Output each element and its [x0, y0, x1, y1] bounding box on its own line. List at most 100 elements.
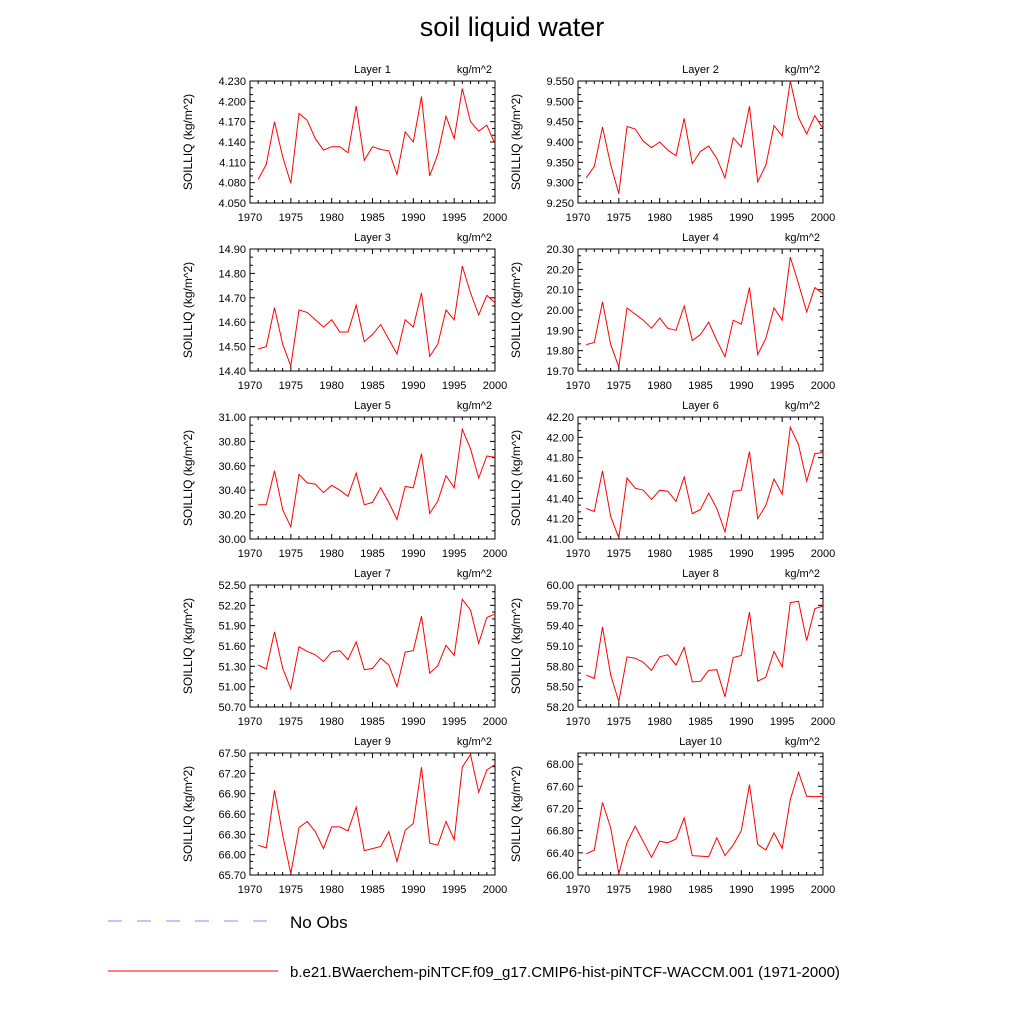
- x-tick-label: 1985: [360, 380, 384, 392]
- y-axis-label: SOILLIQ (kg/m^2): [181, 430, 195, 526]
- y-tick-label: 67.50: [218, 748, 246, 760]
- y-tick-label: 14.40: [218, 366, 246, 378]
- x-tick-label: 1980: [319, 884, 343, 896]
- y-tick-label: 4.170: [218, 117, 246, 129]
- panel-title: Layer 5: [354, 400, 391, 412]
- y-tick-label: 66.80: [546, 826, 574, 838]
- y-tick-label: 67.60: [546, 781, 574, 793]
- y-axis-label: SOILLIQ (kg/m^2): [509, 430, 523, 526]
- plot-frame: [249, 248, 496, 372]
- chart-panel-layer-10: Layer 10 kg/m^2 SOILLIQ (kg/m^2) 1970 1975 19…: [509, 736, 835, 896]
- panel-unit: kg/m^2: [785, 736, 820, 748]
- x-tick-label: 2000: [811, 884, 835, 896]
- x-tick-label: 1975: [279, 548, 303, 560]
- y-tick-label: 19.70: [546, 366, 574, 378]
- x-tick-label: 1990: [729, 212, 753, 224]
- y-tick-label: 30.60: [218, 461, 246, 473]
- x-tick-label: 2000: [811, 380, 835, 392]
- x-tick-label: 1975: [279, 884, 303, 896]
- x-tick-label: 1995: [770, 548, 794, 560]
- panel-unit: kg/m^2: [457, 64, 492, 76]
- y-tick-label: 51.60: [218, 641, 246, 653]
- chart-panels: Layer 1 kg/m^2 SOILLIQ (kg/m^2) 1970 1975 198…: [181, 64, 835, 896]
- y-tick-label: 58.20: [546, 702, 574, 714]
- x-tick-label: 1975: [607, 380, 631, 392]
- x-tick-label: 1995: [442, 548, 466, 560]
- x-tick-label: 1980: [647, 884, 671, 896]
- series-line: [586, 425, 824, 539]
- x-tick-label: 1970: [238, 212, 262, 224]
- x-tick-label: 1985: [360, 548, 384, 560]
- x-tick-label: 1985: [688, 884, 712, 896]
- y-tick-label: 67.20: [546, 803, 574, 815]
- x-tick-label: 1985: [688, 212, 712, 224]
- x-tick-label: 1970: [566, 380, 590, 392]
- x-tick-label: 1970: [238, 548, 262, 560]
- x-tick-label: 1985: [688, 716, 712, 728]
- y-tick-label: 59.40: [546, 621, 574, 633]
- y-axis-label: SOILLIQ (kg/m^2): [181, 598, 195, 694]
- y-axis-label: SOILLIQ (kg/m^2): [509, 598, 523, 694]
- x-tick-label: 1975: [607, 548, 631, 560]
- y-axis-label: SOILLIQ (kg/m^2): [181, 94, 195, 190]
- y-tick-label: 51.90: [218, 621, 246, 633]
- y-tick-label: 14.70: [218, 293, 246, 305]
- plot-frame: [249, 416, 496, 540]
- x-tick-label: 1985: [360, 884, 384, 896]
- x-tick-label: 1980: [647, 380, 671, 392]
- x-tick-label: 1990: [401, 548, 425, 560]
- series-line: [585, 770, 824, 875]
- y-tick-label: 9.450: [546, 117, 574, 129]
- x-tick-label: 1990: [401, 884, 425, 896]
- x-tick-label: 2000: [811, 716, 835, 728]
- y-tick-label: 52.50: [218, 580, 246, 592]
- y-tick-label: 42.20: [546, 412, 574, 424]
- x-tick-label: 2000: [483, 212, 507, 224]
- chart-panel-layer-2: Layer 2 kg/m^2 SOILLIQ (kg/m^2) 1970 1975 198…: [509, 64, 835, 224]
- y-tick-label: 41.20: [546, 514, 574, 526]
- y-axis-label: SOILLIQ (kg/m^2): [181, 262, 195, 358]
- x-tick-label: 1985: [688, 548, 712, 560]
- x-tick-label: 1995: [442, 884, 466, 896]
- y-tick-label: 41.40: [546, 493, 574, 505]
- y-tick-label: 65.70: [218, 870, 246, 882]
- y-tick-label: 20.30: [546, 244, 574, 256]
- plot-frame: [249, 80, 496, 204]
- y-tick-label: 30.80: [218, 436, 246, 448]
- panel-unit: kg/m^2: [785, 232, 820, 244]
- panel-title: Layer 9: [354, 736, 391, 748]
- x-tick-label: 1980: [647, 212, 671, 224]
- x-tick-label: 1990: [401, 716, 425, 728]
- x-tick-label: 1995: [442, 380, 466, 392]
- x-tick-label: 2000: [483, 380, 507, 392]
- panel-title: Layer 10: [679, 736, 722, 748]
- y-tick-label: 4.110: [219, 157, 246, 169]
- chart-panel-layer-8: Layer 8 kg/m^2 SOILLIQ (kg/m^2) 1970 1975 198…: [509, 568, 835, 728]
- y-tick-label: 4.080: [218, 178, 246, 190]
- panel-title: Layer 4: [682, 232, 719, 244]
- y-tick-label: 41.60: [546, 473, 574, 485]
- chart-panel-layer-9: Layer 9 kg/m^2 SOILLIQ (kg/m^2) 1970 1975 198…: [181, 736, 507, 896]
- y-tick-label: 30.40: [218, 485, 246, 497]
- y-tick-label: 4.230: [218, 76, 246, 88]
- series-line: [257, 88, 496, 184]
- x-tick-label: 1985: [360, 212, 384, 224]
- y-tick-label: 19.90: [546, 325, 574, 337]
- x-tick-label: 1970: [566, 884, 590, 896]
- x-tick-label: 1975: [607, 884, 631, 896]
- y-tick-label: 9.500: [546, 96, 574, 108]
- y-tick-label: 14.90: [218, 244, 246, 256]
- plot-frame: [577, 752, 824, 876]
- y-tick-label: 4.140: [218, 137, 246, 149]
- panel-title: Layer 1: [354, 64, 391, 76]
- y-tick-label: 9.350: [546, 157, 574, 169]
- y-tick-label: 14.80: [218, 268, 246, 280]
- y-axis-label: SOILLIQ (kg/m^2): [181, 766, 195, 862]
- x-tick-label: 1980: [319, 212, 343, 224]
- legend: No Obs b.e21.BWaerchem-piNTCF.f09_g17.CM…: [108, 913, 840, 981]
- panel-unit: kg/m^2: [785, 64, 820, 76]
- figure-title: soil liquid water: [419, 12, 605, 42]
- panel-title: Layer 3: [354, 232, 391, 244]
- y-tick-label: 30.00: [218, 534, 246, 546]
- x-tick-label: 1995: [770, 884, 794, 896]
